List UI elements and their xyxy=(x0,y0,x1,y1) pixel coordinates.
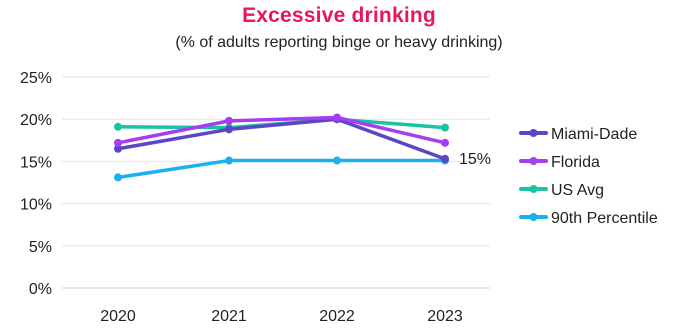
y-tick-label: 5% xyxy=(29,239,52,256)
data-point xyxy=(114,144,122,153)
data-point xyxy=(441,138,449,147)
gridlines xyxy=(62,76,490,289)
data-point xyxy=(225,116,233,125)
series-line xyxy=(116,158,447,180)
series-line xyxy=(116,117,447,161)
x-tick-label: 2022 xyxy=(319,308,355,325)
legend-marker xyxy=(529,157,538,165)
legend-label: 90th Percentile xyxy=(551,210,658,227)
legend-marker xyxy=(529,185,538,193)
y-tick-label: 20% xyxy=(20,112,52,129)
legend: Miami-Dade Florida US Avg 90th Percentile xyxy=(519,126,658,227)
data-point xyxy=(114,138,122,147)
legend-marker xyxy=(529,213,538,221)
y-tick-label: 0% xyxy=(29,281,52,298)
data-point xyxy=(225,125,233,134)
series-line xyxy=(116,115,447,145)
data-point xyxy=(114,173,122,182)
x-tick-label: 2020 xyxy=(100,308,136,325)
data-point xyxy=(441,123,449,132)
series-lines xyxy=(114,113,449,182)
legend-label: Miami-Dade xyxy=(551,126,637,143)
chart-title: Excessive drinking xyxy=(242,4,436,27)
legend-marker xyxy=(529,129,538,137)
y-axis-ticks: 0% 5% 10% 15% 20% 25% xyxy=(20,70,52,298)
data-point xyxy=(441,154,449,163)
data-labels: 15% xyxy=(459,151,491,168)
x-tick-label: 2023 xyxy=(427,308,463,325)
data-point xyxy=(333,113,341,122)
y-tick-label: 25% xyxy=(20,70,52,87)
x-axis-ticks: 2020 2021 2022 2023 xyxy=(100,308,463,325)
data-label: 15% xyxy=(459,151,491,168)
legend-label: Florida xyxy=(551,154,600,171)
legend-label: US Avg xyxy=(551,182,604,199)
y-tick-label: 15% xyxy=(20,154,52,171)
x-tick-label: 2021 xyxy=(211,308,247,325)
y-tick-label: 10% xyxy=(20,197,52,214)
data-point xyxy=(225,156,233,165)
data-point xyxy=(333,156,341,165)
data-point xyxy=(114,122,122,131)
chart-subtitle: (% of adults reporting binge or heavy dr… xyxy=(175,34,503,51)
